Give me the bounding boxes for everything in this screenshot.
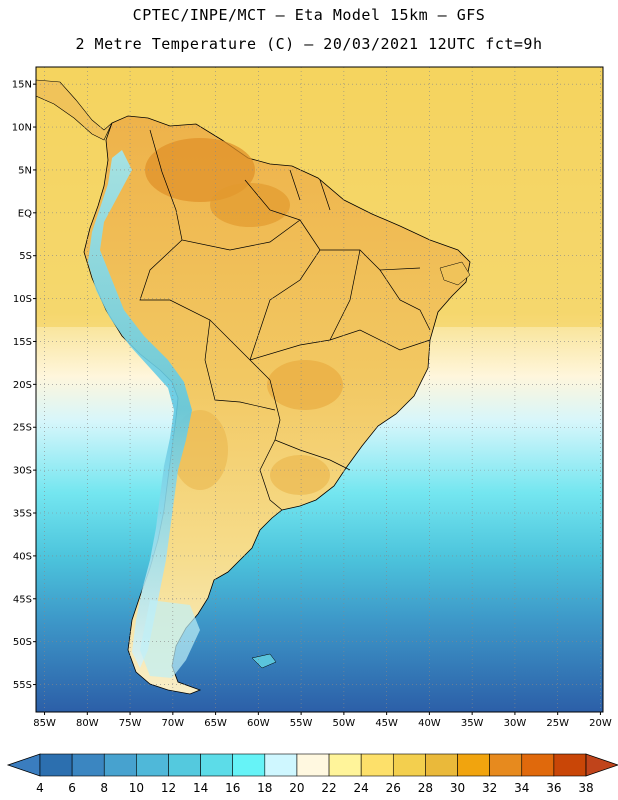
lon-label: 85W <box>33 718 56 729</box>
colorbar-swatch <box>521 753 555 777</box>
colorbar-swatch <box>168 753 201 777</box>
colorbar-swatch <box>71 753 105 777</box>
lon-label: 55W <box>290 718 313 729</box>
colorbar-swatch <box>296 753 330 777</box>
colorbar-label: 24 <box>354 781 369 795</box>
colorbar-label: 18 <box>257 781 272 795</box>
lon-label: 75W <box>119 718 142 729</box>
lat-label: 35S <box>13 509 32 520</box>
colorbar-label: 28 <box>418 781 433 795</box>
lat-label: 25S <box>13 423 32 434</box>
colorbar-label: 22 <box>321 781 336 795</box>
lon-label: 70W <box>162 718 185 729</box>
lon-label: 80W <box>76 718 99 729</box>
colorbar-label: 10 <box>129 781 144 795</box>
colorbar-swatch <box>392 753 426 777</box>
lat-label: 10S <box>13 294 32 305</box>
colorbar-swatch <box>264 753 298 777</box>
chart-title-line-1: CPTEC/INPE/MCT – Eta Model 15km – GFS <box>132 6 486 24</box>
colorbar-label: 20 <box>289 781 304 795</box>
colorbar-swatch <box>457 753 490 777</box>
temperature-colorbar: 4 6 8 10 12 14 16 18 20 22 24 26 28 30 32 34 36 38 <box>6 753 618 795</box>
colorbar-arrow-high <box>585 753 618 777</box>
colorbar-arrow-low <box>6 753 41 777</box>
central-america-land <box>36 79 113 141</box>
colorbar-label: 16 <box>225 781 240 795</box>
patagonia-cool <box>140 600 200 678</box>
country-borders <box>139 129 431 511</box>
lat-label: 5S <box>19 251 32 262</box>
axis-labels: 15N 10N 5N EQ 5S 10S 15S 20S 25S 30S 35S 40S 45S 50S 5… <box>12 80 612 729</box>
lat-label: 30S <box>13 466 32 477</box>
colorbar-swatch <box>425 753 458 777</box>
lat-label: 40S <box>13 551 32 562</box>
colorbar-swatch <box>553 753 587 777</box>
colorbar-swatch <box>103 753 137 777</box>
lon-label: 40W <box>418 718 441 729</box>
colorbar-swatch <box>360 753 394 777</box>
colorbar-swatch <box>232 753 266 777</box>
lat-label: 50S <box>13 637 32 648</box>
colorbar-swatch <box>200 753 234 777</box>
colorbar-label: 4 <box>36 781 44 795</box>
colorbar-label: 36 <box>546 781 561 795</box>
hot-region-paraguay <box>267 360 343 410</box>
colorbar-label: 6 <box>68 781 76 795</box>
lat-label: 10N <box>12 123 32 134</box>
lon-label: 30W <box>504 718 527 729</box>
chart-title-line-2: 2 Metre Temperature (C) – 20/03/2021 12U… <box>75 35 543 53</box>
lat-label: EQ <box>18 208 32 219</box>
colorbar-label: 12 <box>161 781 176 795</box>
lat-label: 15N <box>12 80 32 91</box>
lon-label: 45W <box>375 718 398 729</box>
lon-label: 25W <box>546 718 569 729</box>
colorbar-swatch <box>39 753 73 777</box>
hot-region-amazon <box>210 183 290 227</box>
colorbar-label: 8 <box>100 781 108 795</box>
lon-label: 50W <box>333 718 356 729</box>
lon-label: 35W <box>461 718 484 729</box>
colorbar-swatch <box>489 753 523 777</box>
hot-region-southern-brazil <box>270 455 330 495</box>
colorbar-swatch <box>136 753 169 777</box>
colorbar-label: 26 <box>386 781 401 795</box>
colorbar-swatch <box>328 753 362 777</box>
map-border <box>35 66 604 713</box>
colorbar-label: 14 <box>193 781 208 795</box>
lat-label: 20S <box>13 380 32 391</box>
lat-label: 5N <box>18 165 32 176</box>
colorbar-label: 34 <box>514 781 529 795</box>
colorbar-label: 32 <box>482 781 497 795</box>
colorbar-label: 30 <box>450 781 465 795</box>
andes-cold-strip <box>88 150 192 668</box>
lat-label: 15S <box>13 337 32 348</box>
caribbean-island <box>439 261 471 286</box>
lon-label: 65W <box>204 718 227 729</box>
lon-label: 20W <box>589 718 612 729</box>
lat-label: 55S <box>13 680 32 691</box>
lon-label: 60W <box>247 718 270 729</box>
lat-label: 45S <box>13 594 32 605</box>
falkland-islands <box>251 653 277 669</box>
map-gridlines <box>36 67 603 712</box>
colorbar-label: 38 <box>578 781 593 795</box>
